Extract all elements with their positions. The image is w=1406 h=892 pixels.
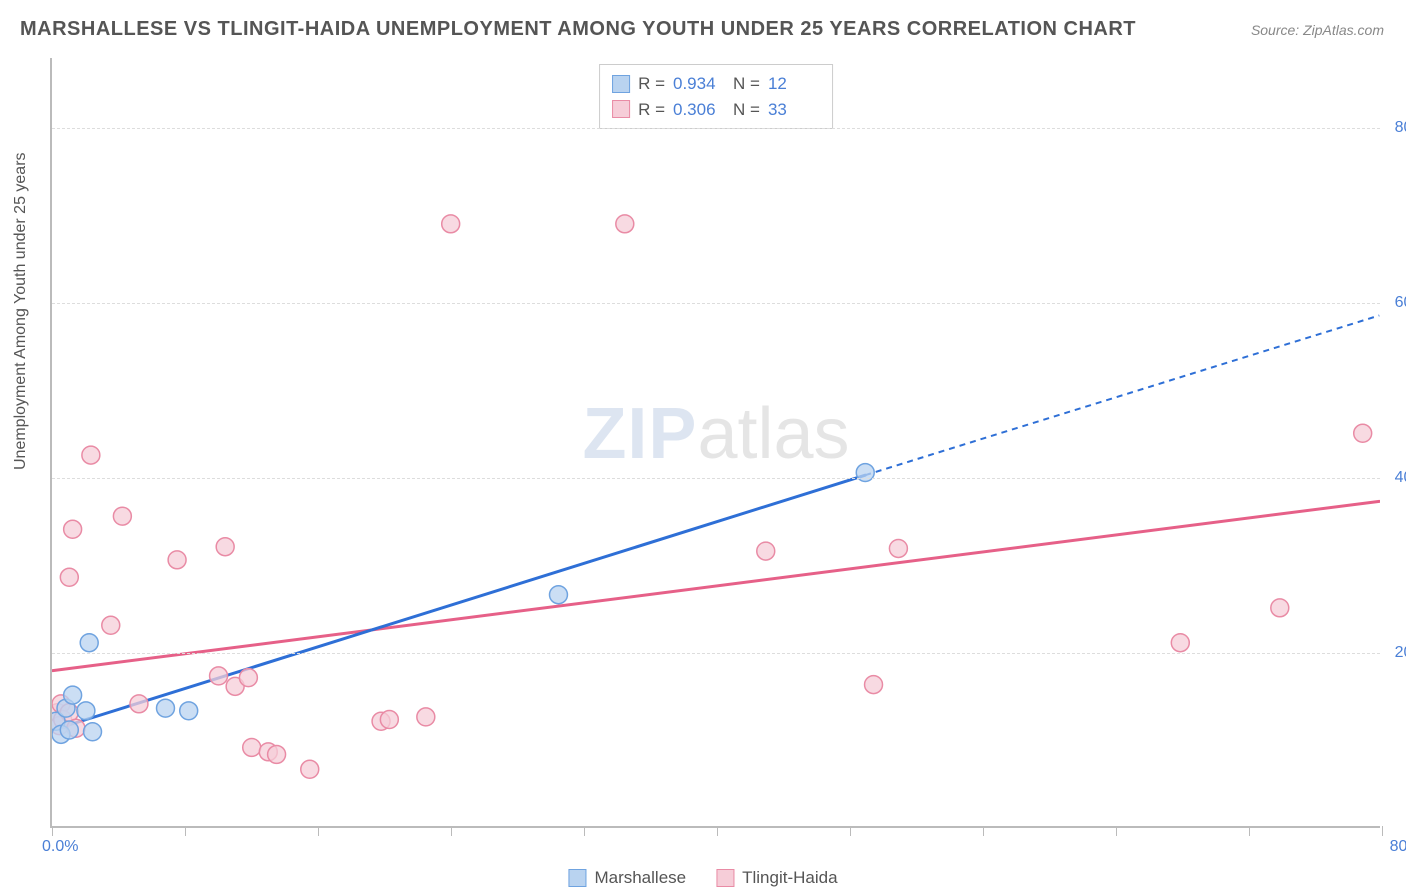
stat-n-value: 12 (768, 71, 820, 97)
stat-r-value: 0.306 (673, 97, 725, 123)
stats-legend: R = 0.934 N = 12 R = 0.306 N = 33 (599, 64, 833, 129)
legend-item: Tlingit-Haida (716, 868, 837, 888)
watermark: ZIPatlas (582, 393, 849, 475)
stat-r-label: R = (638, 71, 665, 97)
x-tick (717, 826, 718, 836)
gridline (52, 303, 1380, 304)
y-axis-label: Unemployment Among Youth under 25 years (12, 152, 30, 470)
x-tick (983, 826, 984, 836)
stat-n-label: N = (733, 97, 760, 123)
gridline (52, 653, 1380, 654)
legend-label: Marshallese (594, 868, 686, 888)
watermark-zip: ZIP (582, 394, 697, 474)
watermark-atlas: atlas (697, 394, 849, 474)
gridline (52, 128, 1380, 129)
x-axis-min-label: 0.0% (42, 838, 78, 856)
x-tick (1249, 826, 1250, 836)
y-tick-label: 20.0% (1395, 644, 1406, 662)
y-tick-label: 80.0% (1395, 119, 1406, 137)
chart-container: MARSHALLESE VS TLINGIT-HAIDA UNEMPLOYMEN… (0, 0, 1406, 892)
stat-r-value: 0.934 (673, 71, 725, 97)
gridline (52, 478, 1380, 479)
x-tick (1382, 826, 1383, 836)
x-tick (584, 826, 585, 836)
x-tick (52, 826, 53, 836)
stat-n-label: N = (733, 71, 760, 97)
plot-area: ZIPatlas R =0.934N =12R =0.306N =33 0.0%… (50, 58, 1380, 828)
x-tick (850, 826, 851, 836)
y-tick-label: 60.0% (1395, 294, 1406, 312)
legend-swatch (612, 100, 630, 118)
x-tick (451, 826, 452, 836)
stats-legend-row: R = 0.934 N = 12 (612, 71, 820, 97)
legend-swatch (568, 869, 586, 887)
legend-item: Marshallese (568, 868, 686, 888)
legend-swatch (716, 869, 734, 887)
chart-title: MARSHALLESE VS TLINGIT-HAIDA UNEMPLOYMEN… (20, 18, 1136, 41)
x-tick (318, 826, 319, 836)
source-attribution: Source: ZipAtlas.com (1251, 22, 1384, 38)
stat-r-label: R = (638, 97, 665, 123)
chart-svg-layer (52, 58, 1380, 826)
stat-n-value: 33 (768, 97, 820, 123)
legend-swatch (612, 75, 630, 93)
y-tick-label: 40.0% (1395, 469, 1406, 487)
x-tick (185, 826, 186, 836)
x-tick (1116, 826, 1117, 836)
stats-legend-row: R = 0.306 N = 33 (612, 97, 820, 123)
legend-label: Tlingit-Haida (742, 868, 837, 888)
series-legend: Marshallese Tlingit-Haida (568, 868, 837, 888)
x-axis-max-label: 80.0% (1390, 838, 1406, 856)
